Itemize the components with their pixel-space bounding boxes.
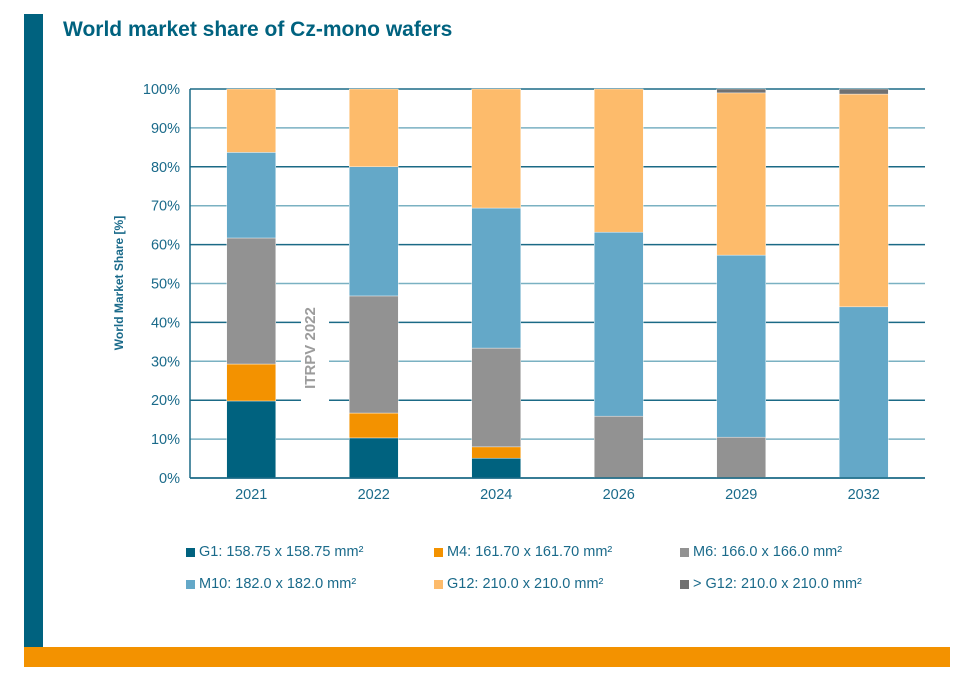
legend-item: > G12: 210.0 x 210.0 mm² [680,576,862,592]
legend-item: M10: 182.0 x 182.0 mm² [186,576,356,592]
bar-segment [226,363,276,402]
bar-segment [471,457,521,479]
y-tick-label: 30% [151,354,180,370]
legend-item: M4: 161.70 x 161.70 mm² [434,544,612,560]
bar-segment [594,88,644,233]
bar-segment [471,88,521,209]
x-tick-label: 2029 [725,487,757,503]
bar-segment [349,88,399,168]
y-tick-label: 70% [151,199,180,215]
x-tick-label: 2032 [848,487,880,503]
legend-label: G1: 158.75 x 158.75 mm² [199,544,364,560]
bar-segment [716,254,766,438]
bar-segment [226,88,276,153]
x-tick-label: 2024 [480,487,512,503]
legend-swatch [186,579,195,589]
bar-segment [839,88,889,95]
bar-segment [839,306,889,479]
bar-segment [349,412,399,439]
x-tick-label: 2022 [358,487,390,503]
bar-segment [594,415,644,479]
bottom-accent-bar [24,647,950,667]
y-tick-label: 90% [151,121,180,137]
legend-swatch [680,579,689,589]
bar-segment [471,207,521,349]
y-tick-label: 40% [151,315,180,331]
bar-segment [716,436,766,479]
legend-label: M6: 166.0 x 166.0 mm² [693,544,843,560]
bar-segment [349,295,399,414]
x-tick-label: 2021 [235,487,267,503]
legend-swatch [434,579,443,589]
left-accent-bar [24,14,43,647]
bar-segment [471,347,521,448]
legend-label: M10: 182.0 x 182.0 mm² [199,576,357,592]
bar-segment [226,237,276,365]
bar-segment [716,92,766,256]
x-tick-label: 2026 [603,487,635,503]
page-title: World market share of Cz-mono wafers [63,18,453,41]
legend-label: G12: 210.0 x 210.0 mm² [447,576,604,592]
watermark: ITRPV 2022 [302,307,319,389]
y-tick-label: 80% [151,160,180,176]
bar-segment [349,166,399,297]
y-tick-label: 0% [159,471,180,487]
bar-segment [716,88,766,94]
watermark-background [301,296,329,404]
legend-label: > G12: 210.0 x 210.0 mm² [693,576,862,592]
bar-segment [226,152,276,239]
bar-segment [594,231,644,417]
y-tick-label: 60% [151,238,180,254]
bar-segment [471,446,521,459]
bar-segment [839,93,889,308]
y-axis-label: World Market Share [%] [112,216,126,350]
y-tick-label: 20% [151,393,180,409]
bar-segment [349,437,399,479]
y-tick-label: 10% [151,432,180,448]
legend-item: G1: 158.75 x 158.75 mm² [186,544,363,560]
bar-segment [226,400,276,479]
legend-swatch [680,547,689,557]
legend-swatch [186,547,195,557]
legend-swatch [434,547,443,557]
legend-item: M6: 166.0 x 166.0 mm² [680,544,842,560]
y-tick-label: 100% [143,82,180,98]
legend-label: M4: 161.70 x 161.70 mm² [447,544,613,560]
y-tick-label: 50% [151,277,180,293]
legend-item: G12: 210.0 x 210.0 mm² [434,576,603,592]
